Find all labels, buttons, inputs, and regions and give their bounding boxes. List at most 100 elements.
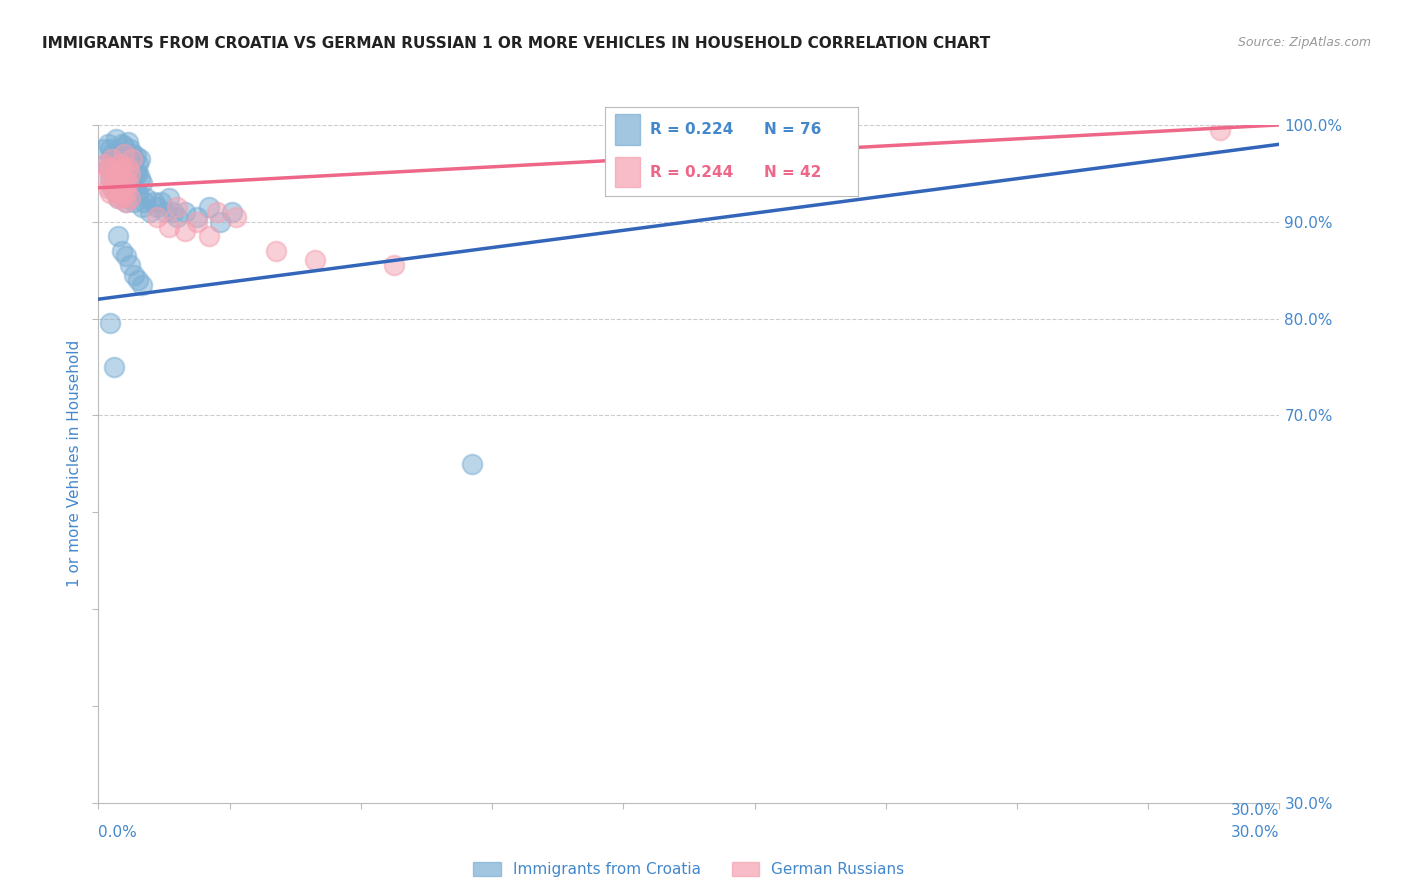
Point	[174, 205, 197, 219]
Point	[98, 186, 121, 200]
Point	[108, 152, 131, 166]
Text: R = 0.244: R = 0.244	[650, 165, 734, 179]
Point	[111, 190, 134, 204]
Point	[115, 176, 138, 190]
Point	[107, 166, 129, 180]
Point	[97, 137, 120, 152]
Point	[117, 176, 139, 190]
Point	[105, 171, 128, 186]
Point	[135, 190, 157, 204]
Point	[108, 152, 131, 166]
Point	[461, 457, 484, 471]
Legend: Immigrants from Croatia, German Russians: Immigrants from Croatia, German Russians	[467, 856, 911, 883]
Point	[101, 156, 124, 170]
Point	[112, 147, 135, 161]
Point	[205, 205, 228, 219]
Point	[142, 195, 165, 210]
Point	[98, 161, 121, 176]
Point	[111, 156, 134, 170]
Point	[174, 224, 197, 238]
Point	[304, 253, 326, 268]
Point	[105, 166, 128, 180]
Point	[132, 195, 155, 210]
Point	[128, 171, 150, 186]
Point	[127, 186, 149, 200]
Point	[121, 147, 143, 161]
Point	[146, 210, 169, 224]
Bar	[614, 114, 640, 145]
Point	[382, 258, 405, 272]
Point	[115, 195, 138, 210]
Point	[112, 181, 135, 195]
Point	[117, 161, 139, 176]
Point	[125, 166, 148, 180]
Point	[118, 166, 141, 180]
Point	[97, 161, 120, 176]
Point	[197, 229, 219, 244]
Point	[122, 195, 145, 210]
Point	[118, 181, 141, 195]
Point	[197, 200, 219, 214]
Text: IMMIGRANTS FROM CROATIA VS GERMAN RUSSIAN 1 OR MORE VEHICLES IN HOUSEHOLD CORREL: IMMIGRANTS FROM CROATIA VS GERMAN RUSSIA…	[42, 36, 990, 51]
Point	[93, 142, 115, 156]
Point	[103, 161, 125, 176]
Point	[117, 136, 139, 150]
Point	[107, 229, 129, 244]
Point	[162, 205, 184, 219]
Point	[105, 132, 128, 146]
Point	[98, 171, 121, 186]
Point	[101, 152, 124, 166]
Point	[127, 166, 149, 180]
Point	[111, 186, 134, 200]
Point	[121, 152, 143, 166]
Text: 30.0%: 30.0%	[1232, 825, 1279, 840]
Point	[111, 137, 134, 152]
Text: 30.0%: 30.0%	[1232, 803, 1279, 818]
Y-axis label: 1 or more Vehicles in Household: 1 or more Vehicles in Household	[66, 340, 82, 588]
Point	[111, 244, 134, 258]
Point	[186, 210, 208, 224]
Point	[264, 244, 287, 258]
Point	[107, 190, 129, 204]
Point	[115, 186, 138, 200]
Text: R = 0.224: R = 0.224	[650, 122, 734, 136]
Point	[108, 156, 131, 170]
Point	[118, 190, 141, 204]
Point	[117, 161, 139, 176]
Text: N = 76: N = 76	[763, 122, 821, 136]
Point	[166, 200, 188, 214]
Point	[166, 210, 188, 224]
Point	[127, 156, 149, 170]
Point	[118, 161, 141, 176]
Point	[93, 156, 115, 170]
Point	[98, 317, 121, 331]
Point	[97, 181, 120, 195]
Point	[115, 249, 138, 263]
Point	[121, 156, 143, 170]
Point	[115, 171, 138, 186]
Point	[118, 258, 141, 272]
Point	[103, 359, 125, 374]
Point	[127, 273, 149, 287]
Point	[101, 147, 124, 161]
Point	[112, 139, 135, 153]
Point	[157, 190, 180, 204]
Point	[225, 210, 247, 224]
Point	[118, 142, 141, 156]
Text: 0.0%: 0.0%	[98, 825, 138, 840]
Point	[186, 215, 208, 229]
Point	[138, 205, 160, 219]
Point	[98, 142, 121, 156]
Point	[108, 176, 131, 190]
Point	[108, 186, 131, 200]
Point	[97, 161, 120, 176]
Point	[107, 190, 129, 204]
Point	[131, 277, 153, 292]
Point	[146, 200, 169, 214]
Point	[122, 268, 145, 282]
Point	[128, 152, 150, 166]
Point	[101, 181, 124, 195]
Text: Source: ZipAtlas.com: Source: ZipAtlas.com	[1237, 36, 1371, 49]
Point	[111, 161, 134, 176]
Point	[105, 186, 128, 200]
